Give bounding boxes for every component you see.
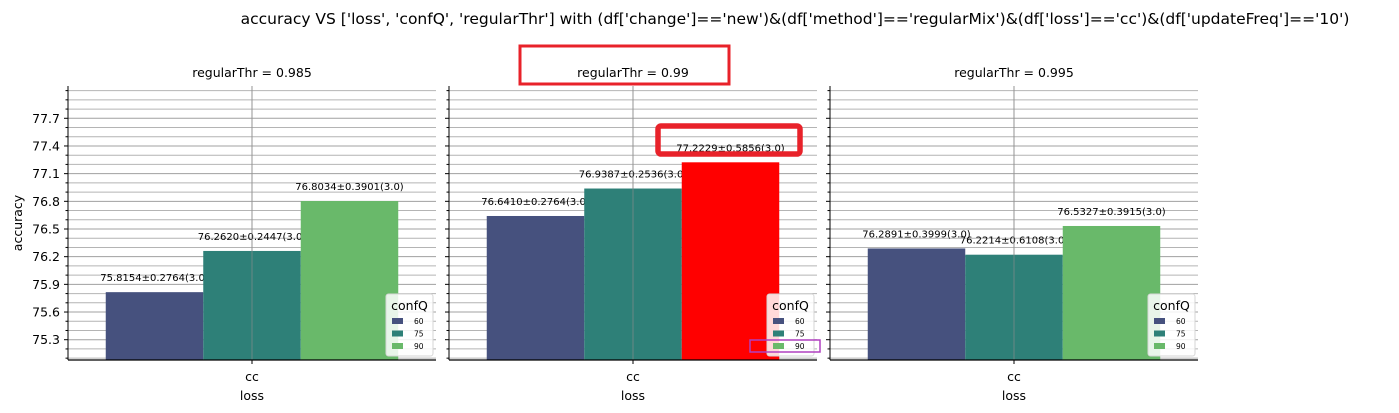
legend: confQ 60 75 90	[385, 293, 434, 357]
bar-label-90: 76.5327±0.3915(3.0)	[1057, 207, 1166, 218]
x-axis-label: loss	[621, 388, 645, 403]
panel-2: regularThr = 0.9976.6410±0.2764(3.0)76.9…	[445, 44, 821, 403]
legend-label-75: 75	[1176, 330, 1186, 339]
panels: regularThr = 0.985 75.8154±0.2764(3.0) 76.…	[10, 44, 1198, 403]
title-highlight-box	[518, 44, 731, 86]
x-axis-label: loss	[1002, 388, 1026, 403]
top-label-highlight-box	[655, 123, 803, 157]
legend-title: confQ	[391, 298, 428, 313]
y-axis-label: accuracy	[10, 194, 25, 251]
legend-label-90: 90	[1176, 342, 1186, 351]
legend-frame	[1147, 293, 1196, 357]
bar-label-60: 76.6410±0.2764(3.0)	[481, 197, 590, 208]
y-tick-label: 76.2	[32, 249, 60, 264]
y-tick-label: 76.5	[32, 221, 60, 236]
legend-swatch-75	[773, 330, 784, 337]
bar-90	[681, 162, 780, 360]
legend-swatch-60	[392, 318, 403, 324]
legend-label-75: 75	[414, 330, 424, 339]
y-tick-label: 76.8	[32, 194, 60, 209]
legend-swatch-60	[1154, 318, 1165, 324]
bar-label-90: 76.8034±0.3901(3.0)	[295, 182, 404, 193]
panel-1: regularThr = 0.985 75.8154±0.2764(3.0) 76.…	[10, 65, 436, 403]
bar-90	[1062, 225, 1161, 360]
panel-title: regularThr = 0.99	[577, 65, 689, 80]
panel-title: regularThr = 0.985	[192, 65, 312, 80]
bar-60	[486, 215, 585, 360]
legend-swatch-75	[1154, 330, 1165, 337]
legend-label-60: 60	[414, 317, 424, 326]
y-tick-label: 75.9	[32, 277, 60, 292]
bar-label-60: 75.8154±0.2764(3.0)	[100, 273, 209, 284]
bar-label-60: 76.2891±0.3999(3.0)	[862, 229, 971, 240]
y-tick-label: 77.4	[32, 138, 60, 153]
legend: confQ 60 75 90	[766, 293, 815, 357]
x-tick-label: cc	[1007, 369, 1021, 384]
bar-label-90: 77.2229±0.5856(3.0)	[676, 143, 785, 154]
legend-label-60: 60	[795, 317, 805, 326]
x-tick-label: cc	[626, 369, 640, 384]
legend-label-75: 75	[795, 330, 805, 339]
legend-entry-90-box	[749, 339, 821, 353]
legend-swatch-75	[392, 330, 403, 337]
annotations	[518, 44, 821, 353]
y-tick-label: 75.3	[32, 332, 60, 347]
legend-title: confQ	[1153, 298, 1190, 313]
y-tick-label: 75.6	[32, 305, 60, 320]
x-tick-label: cc	[245, 369, 259, 384]
legend-title: confQ	[772, 298, 809, 313]
legend-swatch-90	[1154, 343, 1165, 349]
bar-90	[300, 201, 399, 360]
legend: confQ 60 75 90	[1147, 293, 1196, 357]
bar-60	[867, 248, 966, 360]
figure-title: accuracy VS ['loss', 'confQ', 'regularTh…	[241, 10, 1350, 28]
legend-frame	[385, 293, 434, 357]
panel-title: regularThr = 0.995	[954, 65, 1074, 80]
legend-label-90: 90	[795, 342, 805, 351]
y-tick-label: 77.7	[32, 111, 60, 126]
legend-swatch-90	[773, 343, 784, 349]
bar-60	[105, 292, 204, 360]
legend-label-60: 60	[1176, 317, 1186, 326]
legend-label-90: 90	[414, 342, 424, 351]
y-tick-label: 77.1	[32, 166, 60, 181]
legend-swatch-90	[392, 343, 403, 349]
legend-swatch-60	[773, 318, 784, 324]
panel-3: regularThr = 0.995 76.2891±0.3999(3.0) 76.…	[826, 65, 1198, 403]
x-axis-label: loss	[240, 388, 264, 403]
